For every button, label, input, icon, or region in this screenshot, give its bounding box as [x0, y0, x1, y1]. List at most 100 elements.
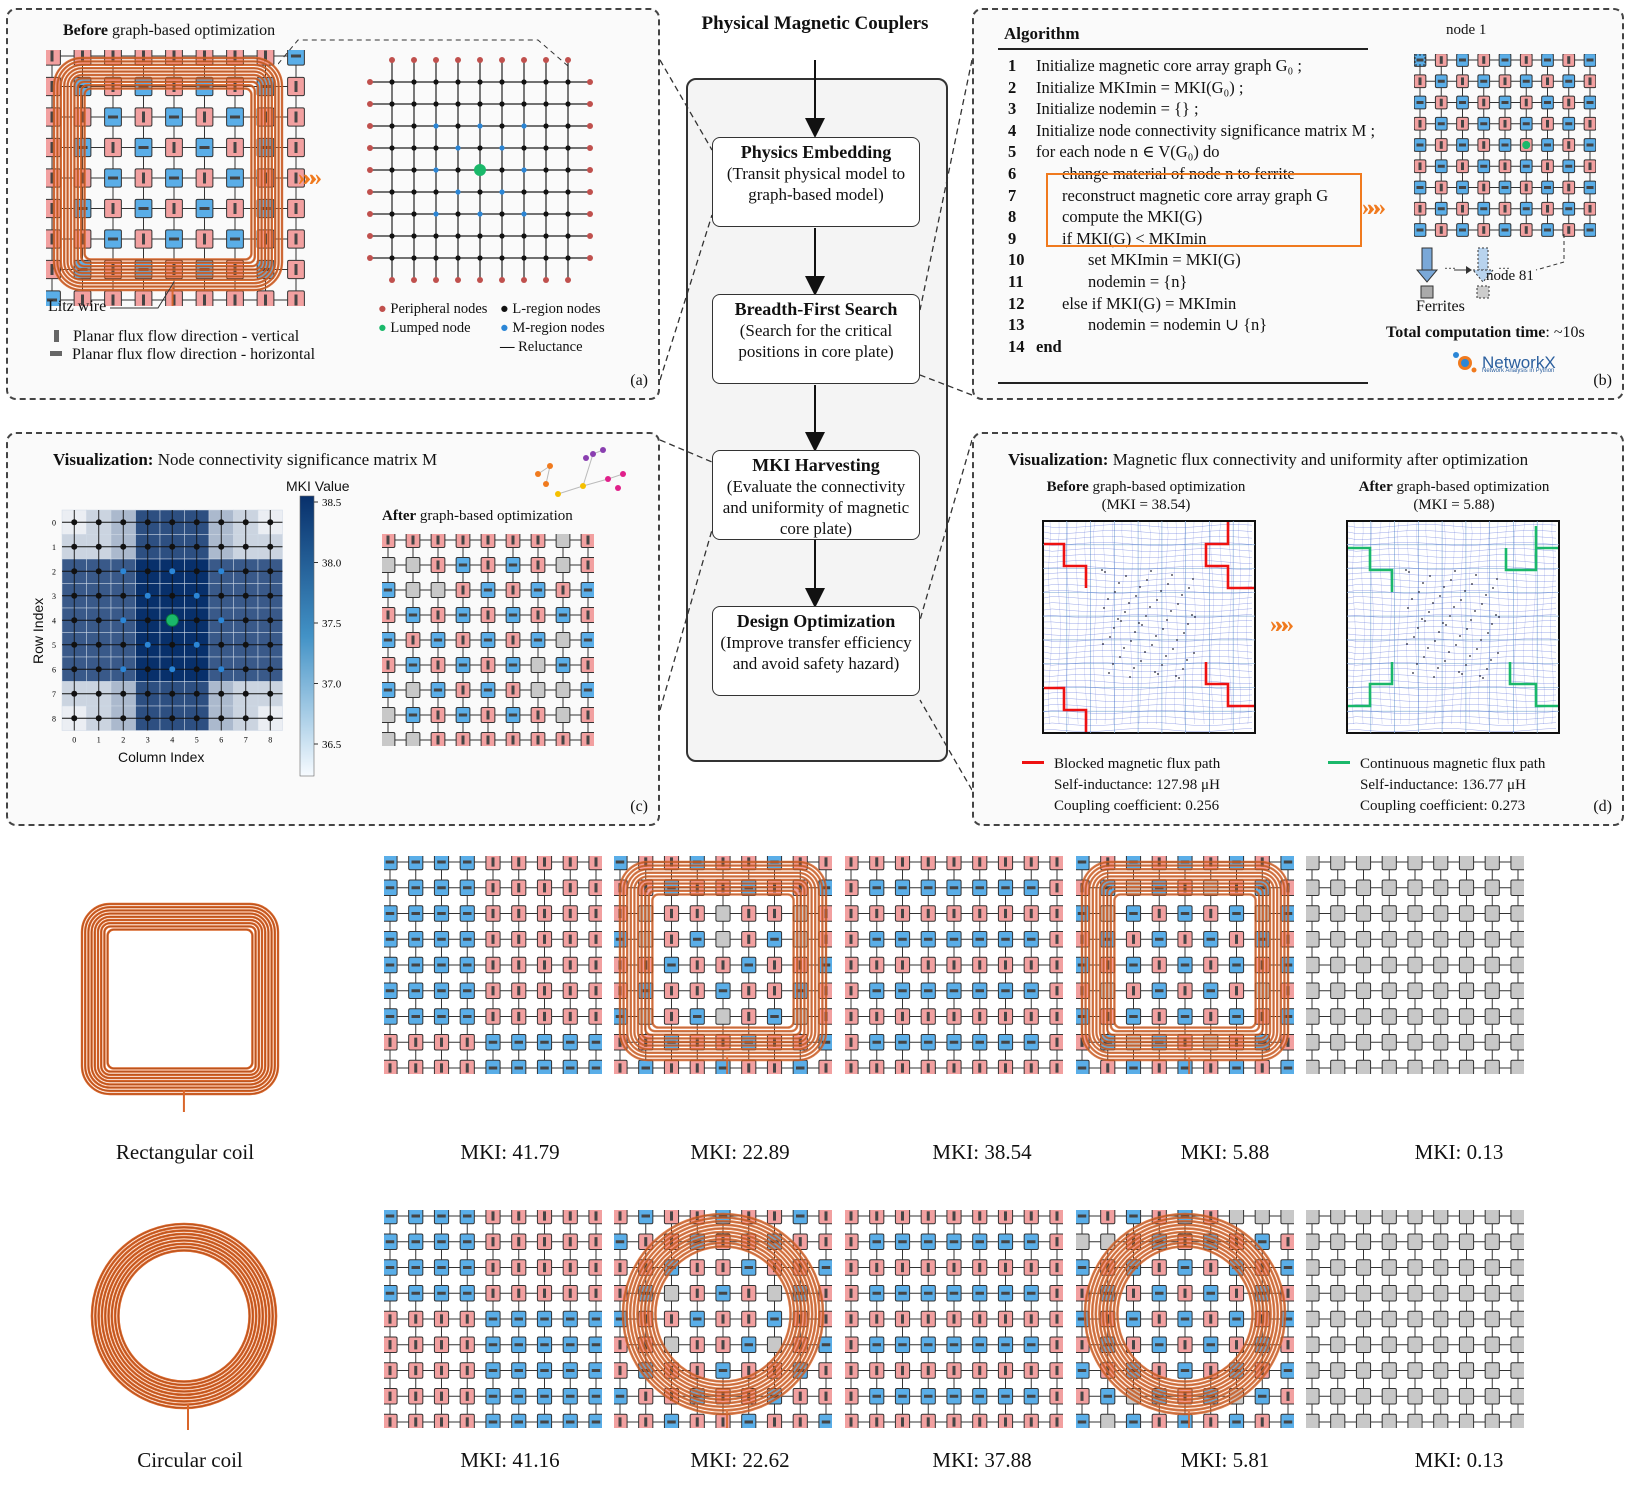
core-cell — [433, 1413, 450, 1428]
x-tick: 3 — [146, 736, 150, 745]
core-cell — [430, 534, 446, 548]
core-cell — [530, 534, 546, 548]
cbar-title: MKI Value — [286, 478, 350, 494]
before-mki: (MKI = 38.54) — [1101, 497, 1191, 513]
core-cell — [1306, 1362, 1320, 1379]
panel-d-label: (d) — [1593, 798, 1612, 815]
core-cell — [869, 1336, 885, 1353]
core-cell — [430, 682, 446, 698]
core-cell — [1228, 1210, 1245, 1225]
core-cell — [1049, 1285, 1063, 1302]
core-cell — [588, 879, 602, 896]
core-cell — [511, 1413, 527, 1428]
core-cell — [405, 632, 421, 648]
graph-node — [242, 715, 249, 722]
core-cell — [972, 1388, 988, 1405]
continuous-path — [1508, 662, 1558, 708]
core-cell — [382, 682, 396, 698]
core-cell — [485, 982, 501, 999]
core-cell — [405, 682, 421, 698]
core-cell — [480, 582, 496, 598]
core-cell — [920, 1413, 936, 1428]
m-region-node — [521, 211, 527, 217]
core-cell — [1381, 856, 1397, 871]
core-cell — [1306, 1413, 1320, 1428]
core-cell — [997, 1210, 1014, 1225]
core-cell — [562, 1362, 578, 1379]
core-cell — [946, 982, 962, 999]
core-cell — [1151, 1336, 1167, 1353]
core-cell — [1541, 223, 1554, 237]
l-region-node — [477, 255, 483, 261]
core-cell — [1228, 1336, 1245, 1353]
core-cell — [1228, 1259, 1245, 1276]
core-cell — [1381, 1362, 1397, 1379]
rect-core-array-3 — [845, 856, 1063, 1074]
core-cell — [1484, 856, 1500, 871]
core-cell — [384, 1336, 398, 1353]
l-region-node — [411, 167, 417, 173]
graph-node — [71, 715, 78, 722]
core-cell — [1355, 1285, 1372, 1302]
core-cell — [792, 1059, 808, 1074]
mki-rect-4: MKI: 5.88 — [1180, 1140, 1270, 1164]
core-cell — [1484, 956, 1500, 974]
core-cell — [287, 290, 305, 306]
core-cell — [382, 534, 396, 548]
step-title: Breadth-First Search — [734, 299, 898, 319]
circ-coil-caption: Circular coil — [137, 1448, 243, 1472]
core-cell — [455, 557, 471, 573]
core-cell — [1049, 1008, 1063, 1025]
core-cell — [1477, 95, 1491, 110]
circ-core-array-1 — [384, 1210, 602, 1428]
peripheral-node — [587, 233, 593, 239]
graph-node — [120, 666, 127, 673]
core-cell — [920, 1259, 936, 1276]
colorbar-tick: 38.5 — [322, 497, 342, 509]
core-cell — [1434, 180, 1448, 195]
core-cell — [1458, 1233, 1475, 1250]
core-cell — [459, 1285, 475, 1302]
core-cell — [972, 1362, 988, 1379]
algo-line: 1 Initialize magnetic core array graph G₀… — [1008, 56, 1302, 76]
core-cell — [104, 168, 122, 188]
core-cell — [997, 1310, 1014, 1328]
core-cell — [663, 1008, 680, 1025]
core-cell — [1306, 1388, 1320, 1405]
algo-line-text: else if MKI(G) = MKImin — [1062, 293, 1237, 313]
networkx-logo: NetworkX Network Analysis in Python — [1452, 350, 1556, 374]
core-cell — [1458, 1008, 1475, 1025]
core-cell — [555, 682, 571, 698]
core-cell — [511, 1210, 527, 1225]
core-cell — [766, 1008, 783, 1025]
graph-node — [71, 519, 78, 526]
core-cell — [1484, 1336, 1500, 1353]
l-region-node — [543, 101, 549, 107]
core-cell — [433, 1362, 450, 1379]
core-cell — [459, 1310, 475, 1328]
core-cell — [408, 1285, 424, 1302]
core-cell — [536, 1259, 553, 1276]
core-cell — [480, 632, 496, 648]
core-cell — [1510, 905, 1524, 922]
core-cell — [536, 1034, 553, 1051]
panel-a-title: Before graph-based optimization — [63, 22, 275, 40]
core-cell — [997, 931, 1014, 948]
core-cell — [1023, 1388, 1039, 1405]
core-cell — [920, 1008, 936, 1025]
core-cell — [588, 982, 602, 999]
core-cell — [997, 1388, 1014, 1405]
m-region-node — [499, 145, 505, 151]
graph-node — [169, 715, 176, 722]
core-cell — [1280, 856, 1294, 871]
legend-text: Reluctance — [518, 339, 583, 355]
center-top-title: Physical Magnetic Couplers — [701, 13, 929, 34]
core-cell — [1381, 1310, 1397, 1328]
core-cell — [1023, 956, 1039, 974]
core-cell — [480, 732, 496, 746]
core-cell — [536, 1388, 553, 1405]
core-cell — [1381, 931, 1397, 948]
core-cell — [1355, 982, 1372, 999]
core-cell — [1434, 159, 1448, 174]
core-cell — [1519, 180, 1533, 195]
